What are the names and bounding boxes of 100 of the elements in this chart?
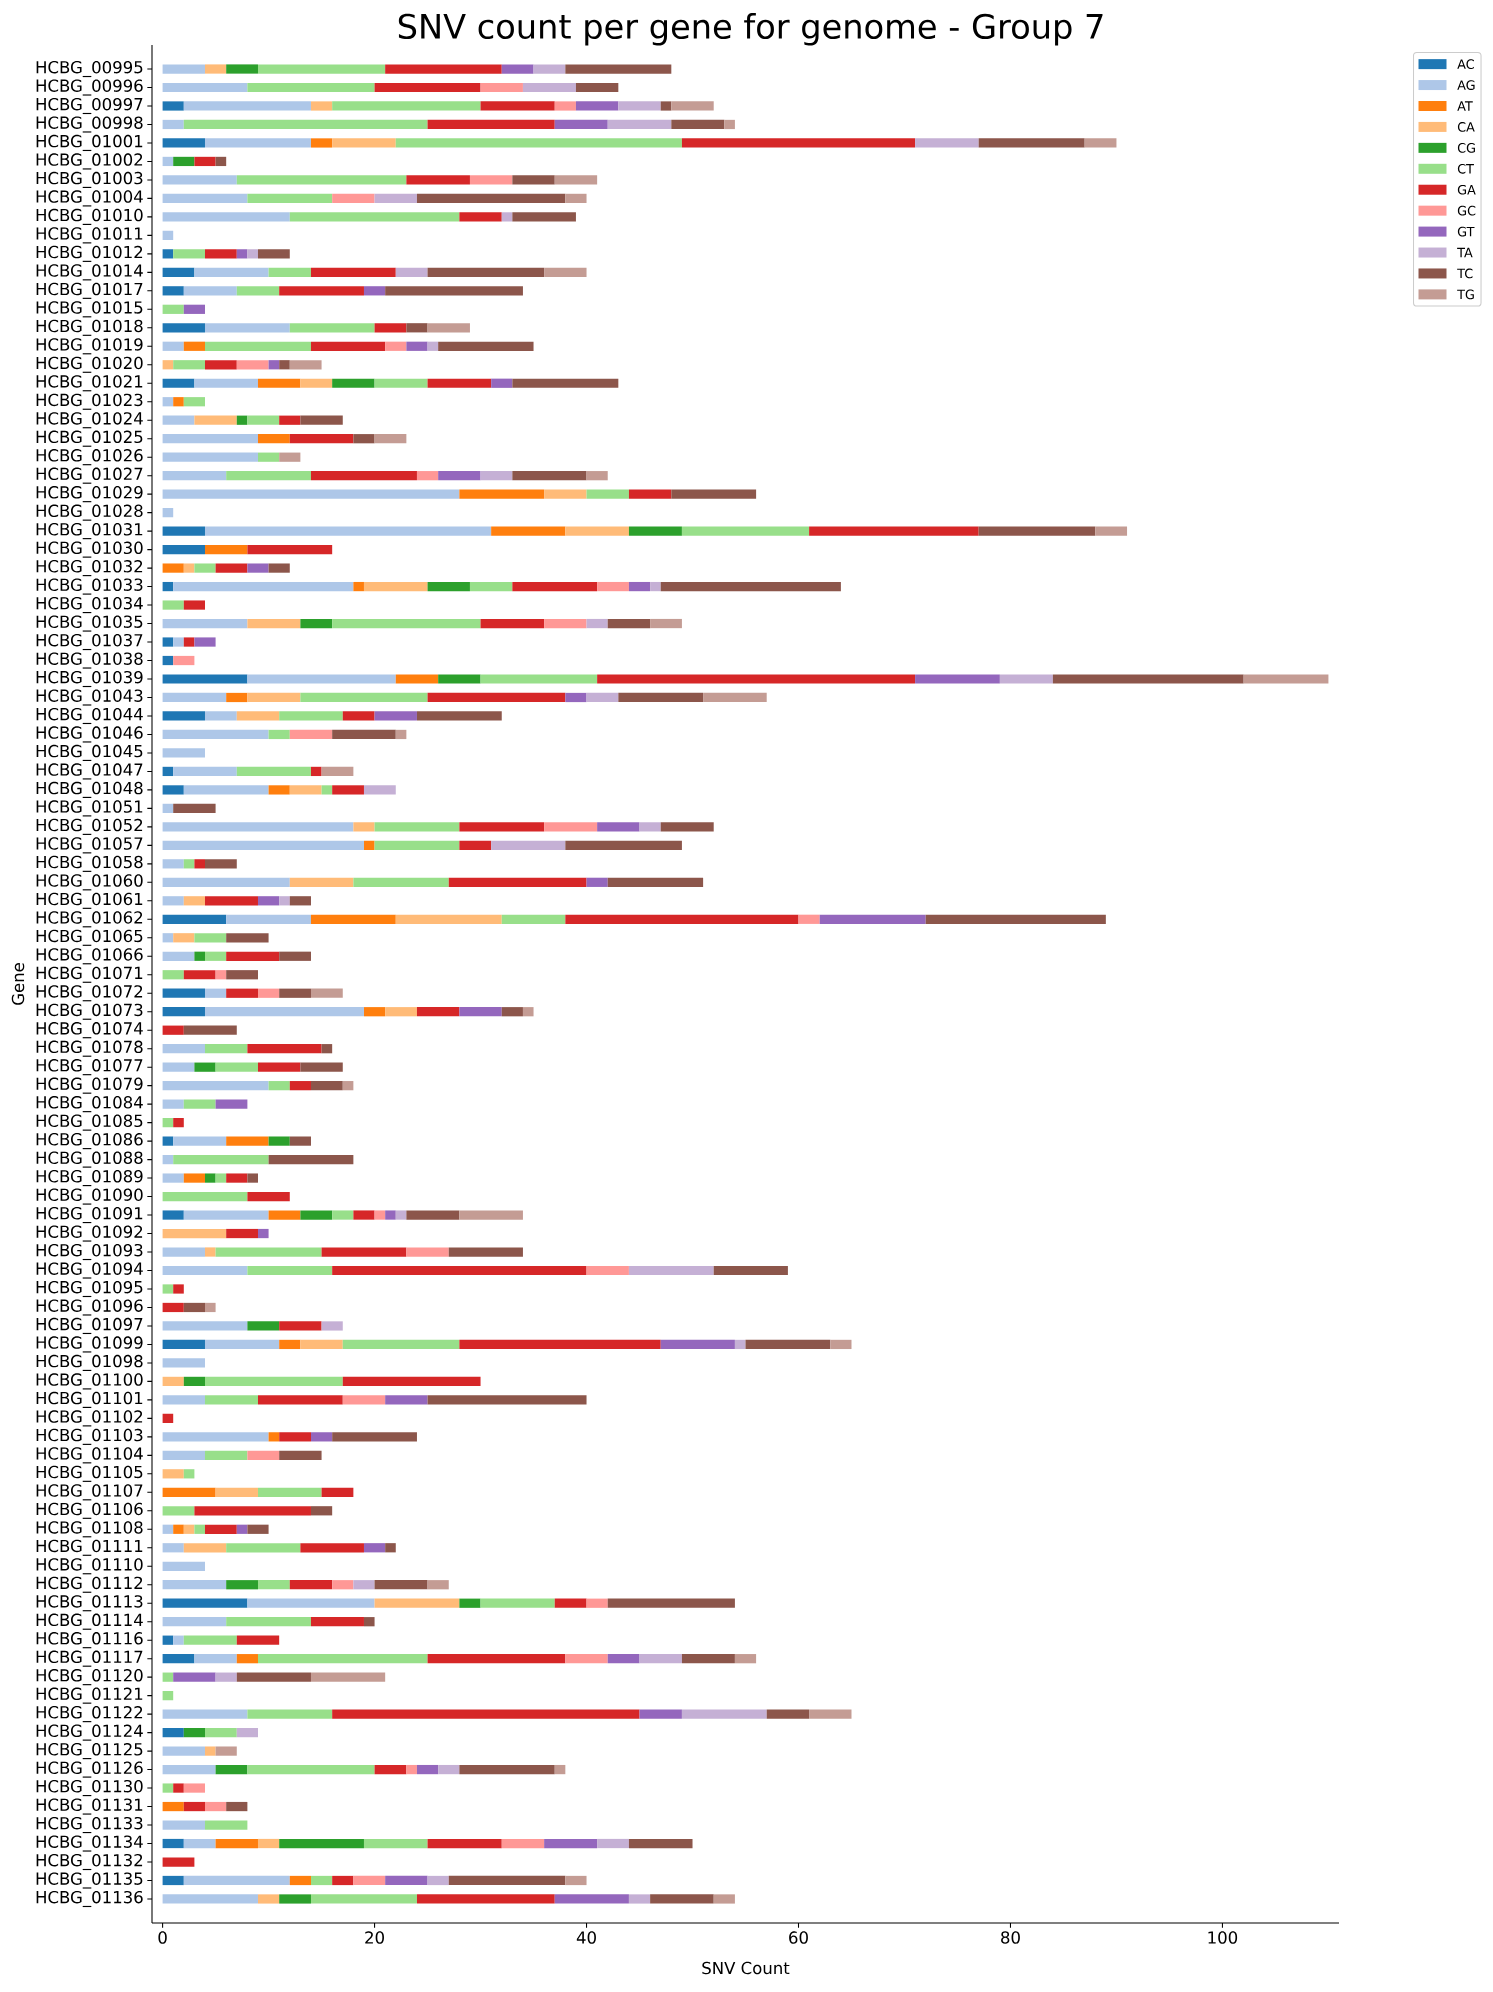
bar xyxy=(204,859,237,869)
bar xyxy=(162,193,248,204)
bar xyxy=(162,249,174,259)
bar xyxy=(257,1894,280,1904)
legend-label: CG xyxy=(1457,143,1475,153)
bar xyxy=(385,1007,417,1017)
bar xyxy=(925,914,1106,924)
y-tick-label: HCBG_01098 xyxy=(36,1354,143,1372)
bar xyxy=(257,1580,290,1590)
bar xyxy=(332,618,481,629)
y-tick-label: HCBG_01102 xyxy=(36,1410,143,1427)
y-tick-label: HCBG_01107 xyxy=(36,1484,143,1501)
bar xyxy=(289,434,354,444)
bar xyxy=(459,1007,502,1017)
bar xyxy=(183,286,237,296)
bar xyxy=(533,64,566,74)
bar xyxy=(162,1044,205,1054)
bar xyxy=(162,360,174,370)
bar xyxy=(332,1432,417,1442)
bar xyxy=(162,674,248,684)
bar xyxy=(586,877,608,887)
bar xyxy=(279,1450,322,1460)
legend-label: AG xyxy=(1457,80,1475,90)
y-tick-label: HCBG_01047 xyxy=(36,763,143,780)
bar xyxy=(310,1506,333,1516)
y-tick-label: HCBG_01034 xyxy=(36,596,143,614)
y-tick-label: HCBG_01002 xyxy=(36,153,143,170)
legend-label: CT xyxy=(1457,163,1474,174)
bar xyxy=(162,1247,205,1257)
bar xyxy=(459,489,545,499)
bar xyxy=(618,692,704,703)
y-tick-label: HCBG_01057 xyxy=(36,837,143,854)
bar xyxy=(416,711,502,721)
bar xyxy=(257,1487,322,1497)
bar xyxy=(628,581,651,592)
bar xyxy=(268,360,280,370)
bar xyxy=(427,1395,587,1405)
bar xyxy=(501,1007,523,1017)
bar xyxy=(183,563,195,573)
y-tick-label: HCBG_01089 xyxy=(36,1169,143,1187)
bar xyxy=(173,803,216,814)
bar xyxy=(162,803,174,814)
bar xyxy=(247,249,258,259)
bar xyxy=(342,1081,354,1091)
bar xyxy=(162,748,205,758)
bar xyxy=(385,1210,396,1220)
y-tick-label: HCBG_01079 xyxy=(36,1077,143,1094)
bar xyxy=(427,119,555,130)
bar xyxy=(204,341,311,351)
bar xyxy=(310,1894,417,1904)
bar xyxy=(438,341,534,351)
bar xyxy=(279,896,290,906)
bar xyxy=(427,581,470,592)
bar xyxy=(215,1764,248,1775)
bar xyxy=(491,378,513,388)
bar xyxy=(512,581,598,592)
bar xyxy=(289,896,311,906)
bar xyxy=(162,933,174,943)
bar xyxy=(830,1339,852,1350)
y-tick-label: HCBG_01046 xyxy=(36,726,143,743)
bar xyxy=(745,1339,831,1350)
y-tick-label: HCBG_01026 xyxy=(36,449,143,466)
bar xyxy=(226,1228,258,1239)
bar xyxy=(183,1099,216,1109)
bar xyxy=(406,1247,449,1257)
y-tick-label: HCBG_01134 xyxy=(36,1835,143,1852)
bar xyxy=(162,618,248,629)
bar xyxy=(162,1561,205,1571)
bar xyxy=(162,1617,227,1627)
bar xyxy=(353,877,449,887)
bar xyxy=(226,1173,248,1183)
bar xyxy=(236,175,407,185)
bar xyxy=(395,729,407,740)
bar xyxy=(204,711,237,721)
bar xyxy=(236,360,269,370)
y-tick-label: HCBG_00998 xyxy=(36,116,143,133)
y-tick-label: HCBG_01092 xyxy=(36,1225,143,1242)
bar xyxy=(226,970,258,980)
bar xyxy=(300,415,343,425)
bar xyxy=(215,1838,258,1849)
bar xyxy=(279,415,301,425)
y-tick-label: HCBG_01018 xyxy=(36,319,143,336)
bar xyxy=(915,138,979,148)
bar xyxy=(363,840,375,850)
bar xyxy=(204,138,311,148)
bar xyxy=(183,785,269,795)
bar xyxy=(204,896,258,906)
y-tick-label: HCBG_01078 xyxy=(36,1040,143,1057)
bar xyxy=(162,896,184,906)
y-tick-label: HCBG_01003 xyxy=(36,171,143,188)
y-tick-label: HCBG_01090 xyxy=(36,1188,143,1205)
bar xyxy=(321,1247,407,1257)
bar xyxy=(480,674,598,684)
bar xyxy=(162,1450,205,1460)
y-tick-label: HCBG_00997 xyxy=(36,97,143,115)
x-tick-label: 100 xyxy=(1208,1931,1238,1944)
bar xyxy=(650,581,661,592)
y-tick-label: HCBG_01104 xyxy=(36,1447,143,1464)
bar xyxy=(226,1543,301,1553)
bar xyxy=(374,822,460,832)
